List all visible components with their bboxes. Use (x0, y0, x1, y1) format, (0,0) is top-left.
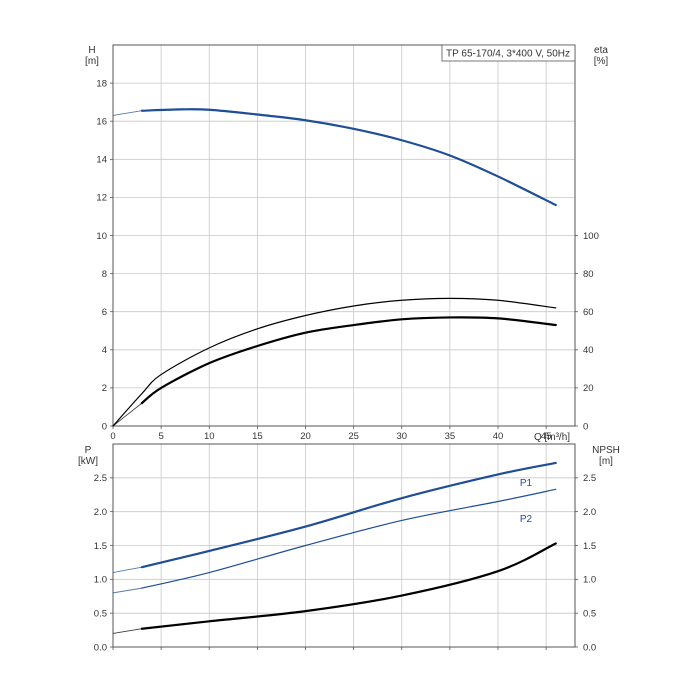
top-x-tick-label: 45 (541, 431, 552, 442)
series-P2-line (141, 488, 557, 589)
bottom-y-left-tick-label: 1.5 (94, 541, 107, 552)
top-y-left-label-line2: [m] (85, 56, 99, 67)
bottom-y-left-label-line1: P (85, 445, 92, 456)
series-eta-lower-extension (112, 402, 143, 427)
bottom-y-right-label-line2: [m] (599, 456, 613, 467)
series-P2-extension (112, 587, 142, 594)
bottom-grid (110, 444, 578, 650)
series-eta-lower-line (140, 316, 557, 405)
top-y-left-tick-label: 4 (102, 345, 107, 356)
series-H-line (140, 108, 557, 207)
bottom-tick-labels: 0.0 0.5 1.0 1.5 2.0 2.5 0.0 0.5 1.0 1.5 2.0 2.5 (94, 473, 596, 653)
top-x-tick-label: 10 (204, 431, 215, 442)
top-y-right-tick-label: 0 (583, 421, 588, 432)
bottom-y-left-tick-label: 1.0 (94, 575, 107, 586)
bottom-y-right-tick-label: 2.5 (583, 473, 596, 484)
top-x-tick-label: 40 (493, 431, 504, 442)
bottom-y-left-tick-label: 0.0 (94, 642, 107, 653)
top-y-left-label-line1: H (88, 45, 95, 56)
series-H-extension (112, 110, 142, 116)
series-NPSH-extension (112, 628, 142, 634)
series-eta-upper-line (112, 297, 557, 427)
bottom-y-right-tick-label: 0.0 (583, 642, 596, 653)
legend-box-text: TP 65-170/4, 3*400 V, 50Hz (446, 49, 570, 60)
top-y-left-tick-label: 10 (96, 231, 107, 242)
top-y-left-tick-label: 0 (102, 421, 107, 432)
bottom-y-left-tick-label: 0.5 (94, 608, 107, 619)
bottom-y-left-tick-label: 2.5 (94, 473, 107, 484)
top-series-group (112, 108, 557, 427)
bottom-y-right-tick-label: 1.5 (583, 541, 596, 552)
top-y-left-tick-label: 6 (102, 307, 107, 318)
bottom-y-right-tick-label: 2.0 (583, 507, 596, 518)
top-y-right-label-line2: [%] (594, 56, 609, 67)
top-x-tick-label: 0 (110, 431, 115, 442)
top-grid (110, 45, 578, 429)
top-x-tick-label: 25 (348, 431, 359, 442)
top-y-left-tick-label: 14 (96, 155, 107, 166)
top-x-tick-label: 15 (252, 431, 263, 442)
top-y-left-tick-label: 2 (102, 383, 107, 394)
top-y-right-tick-label: 100 (583, 231, 599, 242)
bottom-y-right-label-line1: NPSH (592, 445, 620, 456)
top-y-left-tick-label: 8 (102, 269, 107, 280)
series-NPSH-line (140, 542, 557, 630)
bottom-y-left-tick-label: 2.0 (94, 507, 107, 518)
bottom-y-right-tick-label: 1.0 (583, 575, 596, 586)
top-y-left-tick-label: 18 (96, 78, 107, 89)
legend-box (441, 44, 576, 62)
top-x-tick-label: 5 (158, 431, 163, 442)
bottom-y-left-label-line2: [kW] (78, 456, 98, 467)
top-y-left-tick-label: 16 (96, 117, 107, 128)
top-y-right-tick-label: 40 (583, 345, 594, 356)
top-y-left-tick-label: 12 (96, 193, 107, 204)
top-tick-labels: 0 2 4 6 8 10 12 14 16 18 0 20 40 60 80 100 0 5 10 15 20 25 30 3… (96, 78, 598, 442)
top-x-tick-label: 20 (300, 431, 311, 442)
top-x-tick-label: 30 (396, 431, 407, 442)
series-P1-extension (112, 566, 142, 574)
series-P1-line (140, 461, 557, 569)
top-y-right-tick-label: 80 (583, 269, 594, 280)
top-x-axis-label: Q [m³/h] (534, 432, 570, 443)
top-y-right-label-line1: eta (594, 45, 608, 56)
top-y-right-tick-label: 60 (583, 307, 594, 318)
top-plot-frame (112, 44, 576, 427)
top-y-right-tick-label: 20 (583, 383, 594, 394)
bottom-series-group (112, 461, 557, 634)
p1-series-label: P1 (520, 478, 533, 489)
top-x-tick-label: 35 (445, 431, 456, 442)
bottom-plot-frame (112, 443, 576, 648)
p2-series-label: P2 (520, 514, 533, 525)
bottom-y-right-tick-label: 0.5 (583, 608, 596, 619)
